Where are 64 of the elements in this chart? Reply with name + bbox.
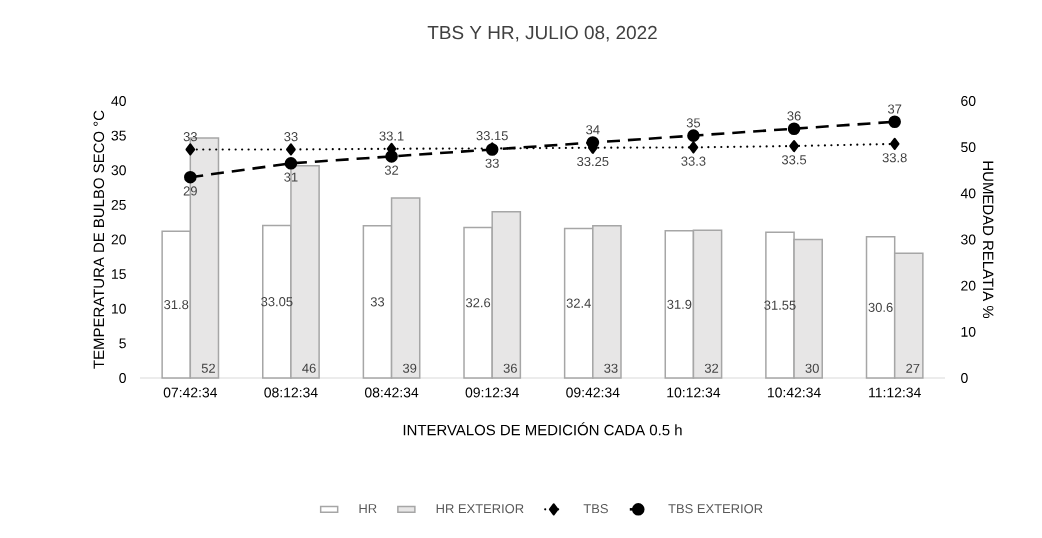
data-label: 33.25	[577, 156, 609, 167]
data-label: 33.8	[882, 153, 907, 163]
data-label: 31	[284, 172, 298, 182]
data-label: 32.6	[466, 298, 491, 308]
y2-tick-label: 10	[961, 326, 976, 337]
data-label: 52	[201, 363, 215, 373]
data-label: 34	[586, 125, 600, 135]
data-label: 33.15	[476, 131, 508, 141]
x-axis-title: INTERVALOS DE MEDICIÓN CADA 0.5 h	[403, 422, 682, 436]
data-label: 31.8	[164, 300, 189, 310]
x-tick-label: 09:12:34	[465, 387, 519, 398]
x-tick-label: 10:42:34	[767, 387, 821, 398]
data-label: 35	[686, 118, 701, 128]
data-label: 33.1	[379, 131, 404, 141]
data-label: 33	[284, 132, 298, 142]
x-tick-label: 08:42:34	[364, 387, 419, 398]
y2-tick-label: 20	[961, 280, 976, 291]
y2-tick-label: 50	[961, 142, 976, 153]
y-tick-label: 10	[112, 303, 126, 314]
data-label: 33	[370, 297, 385, 307]
y-tick-label: 40	[111, 96, 126, 106]
y-tick-label: 30	[111, 165, 126, 176]
y2-tick-label: 60	[961, 96, 976, 106]
data-label: 33	[183, 132, 197, 142]
data-label: 46	[302, 363, 316, 373]
y2-tick-label: 40	[960, 188, 976, 199]
data-label: 31.9	[667, 299, 692, 309]
x-tick-label: 07:42:34	[163, 387, 218, 398]
y2-axis-title: HUMEDAD RELATIA %	[982, 161, 994, 319]
x-tick-label: 09:42:34	[566, 387, 620, 398]
y-tick-label: 5	[119, 338, 126, 349]
chart-title: TBS Y HR, JULIO 08, 2022	[427, 25, 657, 42]
data-label: 36	[787, 111, 801, 121]
data-label: 30	[805, 363, 819, 373]
legend-label: HR EXTERIOR	[436, 504, 524, 514]
y-tick-label: 25	[111, 199, 126, 210]
data-label: 30.6	[868, 302, 893, 312]
data-label: 33.3	[681, 156, 706, 166]
data-label: 27	[906, 363, 920, 373]
x-tick-label: 10:12:34	[667, 387, 721, 398]
y-tick-label: 20	[111, 234, 126, 245]
y-tick-label: 0	[119, 373, 126, 383]
data-label: 33.05	[261, 297, 293, 307]
y2-tick-label: 0	[961, 373, 968, 383]
y-tick-label: 35	[111, 130, 126, 141]
data-label: 36	[503, 363, 517, 373]
y-tick-label: 15	[112, 269, 126, 279]
data-label: 29	[183, 186, 197, 196]
data-label: 33.5	[781, 155, 807, 165]
legend-label: TBS	[583, 504, 608, 514]
y2-tick-label: 30	[961, 234, 976, 245]
legend-label: TBS EXTERIOR	[668, 504, 763, 514]
data-label: 39	[402, 363, 417, 373]
data-label: 33	[485, 158, 499, 168]
data-label: 37	[887, 104, 902, 114]
y-axis-title: TEMPERATURA DE BULBO SECO °C	[93, 110, 105, 369]
legend-label: HR	[359, 504, 377, 514]
x-tick-label: 11:12:34	[869, 387, 921, 398]
data-label: 32.4	[566, 298, 591, 308]
x-tick-label: 08:12:34	[264, 387, 318, 398]
data-label: 31.55	[764, 300, 796, 310]
data-label: 33	[604, 363, 618, 373]
data-label: 32	[384, 165, 399, 175]
data-label: 32	[704, 363, 719, 373]
